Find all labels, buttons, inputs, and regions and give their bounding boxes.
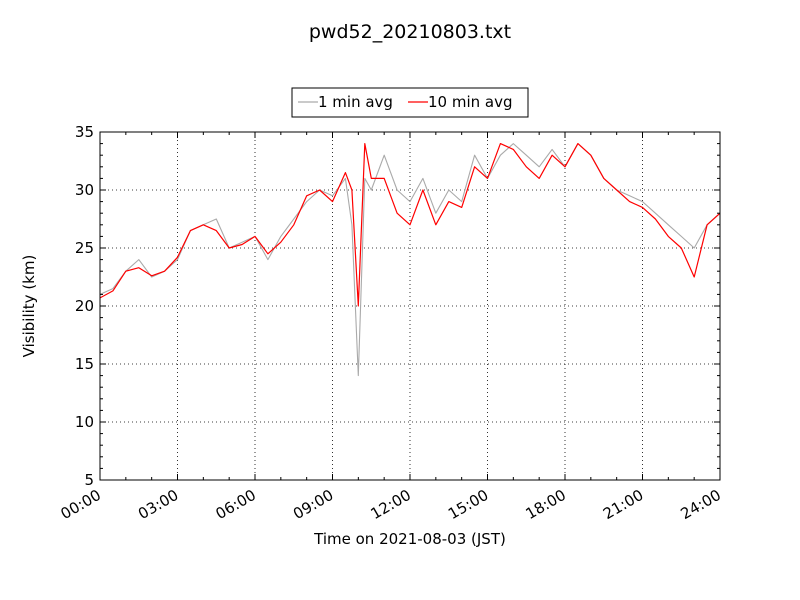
series-line-10-min-avg [100,143,720,307]
chart-title: pwd52_20210803.txt [309,21,511,43]
y-tick-label-15: 15 [75,355,94,373]
legend-label-1min: 1 min avg [318,93,393,111]
y-axis-label: Visibility (km) [20,255,38,358]
y-tick-label-10: 10 [75,413,94,431]
y-tick-label-5: 5 [84,471,94,489]
y-tick-label-35: 35 [75,123,94,141]
y-tick-label-25: 25 [75,239,94,257]
legend: 1 min avg 10 min avg [291,87,529,118]
y-tick-label-20: 20 [75,297,94,315]
series-layer [100,143,720,377]
tick-layer [99,131,721,481]
x-axis-label: Time on 2021-08-03 (JST) [313,530,506,548]
legend-label-10min: 10 min avg [428,93,513,111]
y-tick-label-30: 30 [75,181,94,199]
